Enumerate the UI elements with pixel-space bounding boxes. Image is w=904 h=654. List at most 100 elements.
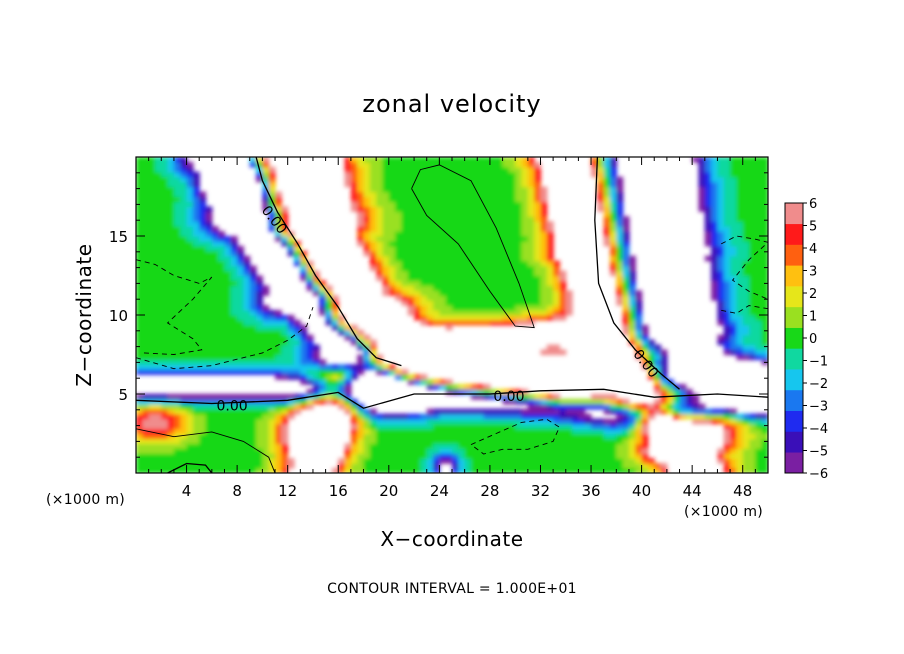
field-cell: [350, 413, 358, 420]
field-cell: [489, 275, 497, 282]
field-cell: [382, 423, 390, 430]
field-cell: [211, 285, 219, 291]
field-cell: [363, 433, 371, 440]
field-cell: [477, 315, 485, 321]
field-cell: [173, 453, 181, 459]
field-cell: [275, 359, 282, 365]
field-cell: [186, 290, 194, 296]
field-cell: [256, 369, 263, 375]
field-cell: [388, 161, 396, 168]
field-cell: [515, 295, 523, 301]
field-cell: [515, 398, 523, 405]
field-cell: [262, 285, 270, 291]
field-cell: [167, 231, 175, 237]
field-cell: [445, 206, 453, 212]
field-cell: [186, 433, 194, 440]
field-cell: [433, 226, 440, 232]
field-cell: [218, 408, 226, 415]
colorbar-swatch: [785, 265, 803, 287]
field-cell: [218, 453, 226, 459]
field-cell: [736, 265, 744, 272]
field-cell: [635, 458, 643, 464]
field-cell: [142, 245, 150, 252]
field-cell: [730, 423, 737, 430]
field-cell: [445, 413, 453, 420]
field-cell: [527, 211, 535, 217]
field-cell: [470, 245, 478, 252]
field-cell: [622, 468, 630, 473]
field-cell: [534, 240, 542, 247]
field-cell: [306, 275, 314, 282]
field-cell: [369, 344, 377, 351]
field-cell: [414, 428, 421, 435]
field-cell: [224, 250, 232, 257]
field-cell: [256, 305, 263, 311]
field-cell: [749, 265, 756, 272]
field-cell: [755, 443, 763, 449]
field-cell: [521, 458, 529, 464]
field-cell: [294, 319, 301, 326]
field-cell: [211, 369, 219, 375]
field-cell: [306, 359, 314, 365]
field-cell: [502, 236, 510, 242]
field-cell: [154, 211, 162, 217]
field-cell: [730, 236, 737, 242]
field-cell: [262, 344, 270, 351]
field-cell: [262, 463, 270, 469]
field-cell: [294, 255, 301, 262]
field-cell: [148, 231, 156, 237]
field-cell: [521, 428, 529, 435]
field-cell: [742, 339, 750, 346]
field-cell: [610, 458, 617, 464]
field-cell: [711, 196, 719, 203]
field-cell: [755, 226, 763, 232]
field-cell: [180, 300, 188, 306]
field-cell: [344, 403, 352, 410]
field-cell: [369, 186, 377, 193]
field-cell: [173, 359, 181, 365]
field-cell: [401, 250, 409, 257]
field-cell: [597, 191, 605, 198]
field-cell: [641, 428, 649, 435]
field-cell: [717, 250, 725, 257]
field-cell: [401, 458, 409, 464]
field-cell: [723, 433, 731, 440]
colorbar-tick-label: 6: [809, 197, 817, 212]
field-cell: [439, 384, 447, 390]
field-cell: [211, 438, 219, 444]
field-cell: [262, 349, 270, 356]
field-cell: [749, 280, 756, 286]
field-cell: [433, 285, 440, 291]
field-cell: [199, 275, 207, 282]
field-cell: [426, 443, 434, 449]
field-cell: [597, 166, 605, 173]
field-cell: [186, 236, 194, 242]
field-cell: [470, 226, 478, 232]
field-cell: [180, 403, 188, 410]
field-cell: [572, 443, 579, 449]
field-cell: [237, 468, 245, 473]
field-cell: [363, 468, 371, 473]
field-cell: [376, 211, 384, 217]
field-cell: [256, 418, 263, 425]
field-cell: [262, 171, 270, 178]
field-cell: [382, 196, 390, 203]
field-cell: [742, 191, 750, 198]
field-cell: [628, 413, 636, 420]
field-cell: [395, 265, 403, 272]
field-cell: [148, 285, 156, 291]
colorbar-swatch: [785, 410, 803, 432]
field-cell: [420, 310, 428, 316]
field-cell: [148, 186, 156, 193]
field-cell: [730, 171, 737, 178]
field-cell: [723, 275, 731, 282]
field-cell: [553, 349, 561, 356]
field-cell: [186, 250, 194, 257]
field-cell: [730, 408, 737, 415]
field-cell: [749, 236, 756, 242]
field-cell: [717, 339, 725, 346]
field-cell: [136, 413, 143, 420]
field-cell: [382, 260, 390, 267]
field-cell: [167, 221, 175, 227]
field-cell: [742, 349, 750, 356]
